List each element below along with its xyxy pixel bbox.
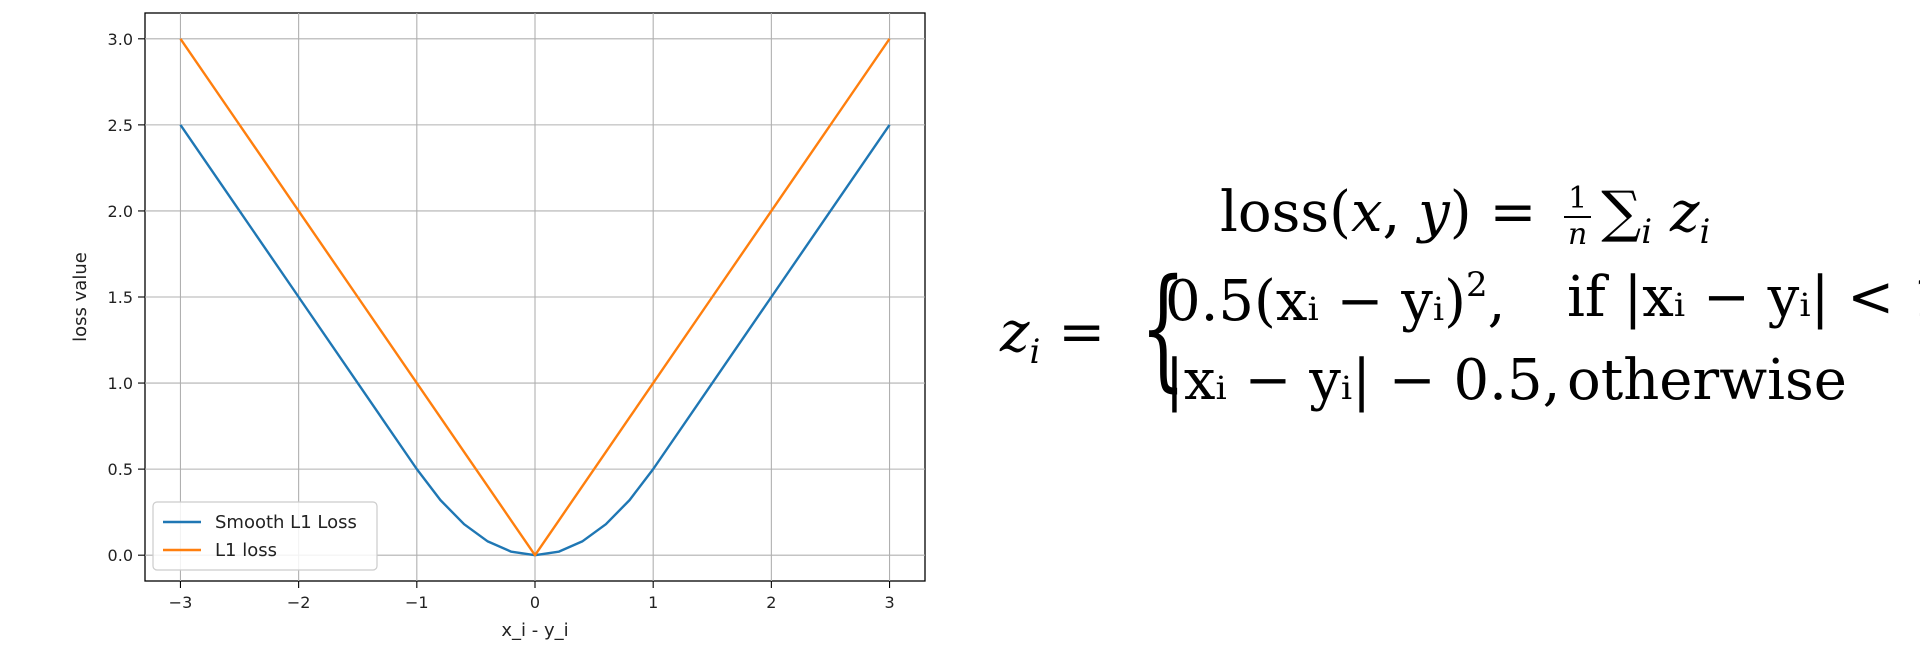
- y-tick-label: 0.0: [108, 546, 133, 565]
- x-tick-label: −2: [287, 593, 311, 612]
- legend-label-l1: L1 loss: [215, 540, 277, 561]
- case-2-condition: otherwise: [1567, 348, 1847, 413]
- x-tick-label: 3: [884, 593, 894, 612]
- case-1-comma: ,: [1487, 269, 1506, 334]
- z-subscript: i: [1029, 332, 1041, 372]
- cases-brace: {: [1140, 251, 1187, 405]
- loss-chart: −3 −2 −1 0 1 2 3 0.0 0.5 1.0 1.5 2.0 2.5 3.0 x_i - y…: [70, 12, 926, 641]
- x-tick-label: 0: [530, 593, 540, 612]
- case-1-body: 0.5(xᵢ − yᵢ): [1165, 269, 1467, 334]
- series-lines: [179, 38, 891, 557]
- x-axis-label: x_i - y_i: [501, 620, 568, 641]
- series-line-l1: [179, 38, 891, 557]
- x-axis-ticks: −3 −2 −1 0 1 2 3: [169, 581, 895, 612]
- loss-equation: loss(x, y) = 1 n ∑i zi: [1220, 180, 1710, 252]
- legend: Smooth L1 Loss L1 loss: [152, 501, 378, 571]
- case-1-exponent: 2: [1466, 265, 1488, 305]
- case-2-expression: |xᵢ − yᵢ| − 0.5,: [1165, 348, 1561, 413]
- sum-term: z: [1669, 180, 1700, 245]
- z-definition-lhs: zi =: [1000, 300, 1105, 372]
- case-1-expression: 0.5(xᵢ − yᵢ)2,: [1165, 265, 1505, 334]
- x-tick-label: −1: [405, 593, 429, 612]
- sum-term-subscript: i: [1699, 212, 1711, 252]
- z-equals: =: [1040, 300, 1106, 365]
- legend-box: [152, 501, 378, 571]
- y-axis-label: loss value: [70, 252, 91, 342]
- z-symbol: z: [1000, 300, 1030, 365]
- loss-x: x: [1350, 180, 1383, 245]
- y-tick-label: 3.0: [108, 30, 133, 49]
- loss-comma: ,: [1382, 180, 1419, 245]
- sum-subscript: i: [1641, 212, 1653, 252]
- y-tick-label: 2.0: [108, 202, 133, 221]
- y-tick-label: 1.5: [108, 288, 133, 307]
- sum-symbol: ∑: [1601, 180, 1642, 245]
- loss-close: ) =: [1449, 180, 1555, 245]
- legend-label-smooth-l1: Smooth L1 Loss: [215, 512, 357, 533]
- y-tick-label: 2.5: [108, 116, 133, 135]
- x-tick-label: −3: [169, 593, 193, 612]
- case-1-condition: if |xᵢ − yᵢ| < 1: [1567, 265, 1920, 330]
- y-axis-ticks: 0.0 0.5 1.0 1.5 2.0 2.5 3.0: [108, 30, 145, 565]
- smooth-l1-formula: loss(x, y) = 1 n ∑i zi zi = { 0.5(xᵢ − yᵢ)…: [990, 160, 1920, 460]
- fraction-denominator: n: [1568, 216, 1588, 252]
- loss-y: y: [1418, 180, 1450, 245]
- y-tick-label: 0.5: [108, 460, 133, 479]
- loss-lhs: loss(: [1220, 180, 1351, 245]
- y-tick-label: 1.0: [108, 374, 133, 393]
- x-tick-label: 2: [766, 593, 776, 612]
- x-tick-label: 1: [648, 593, 658, 612]
- grid: [145, 13, 925, 581]
- fraction-numerator: 1: [1564, 183, 1592, 218]
